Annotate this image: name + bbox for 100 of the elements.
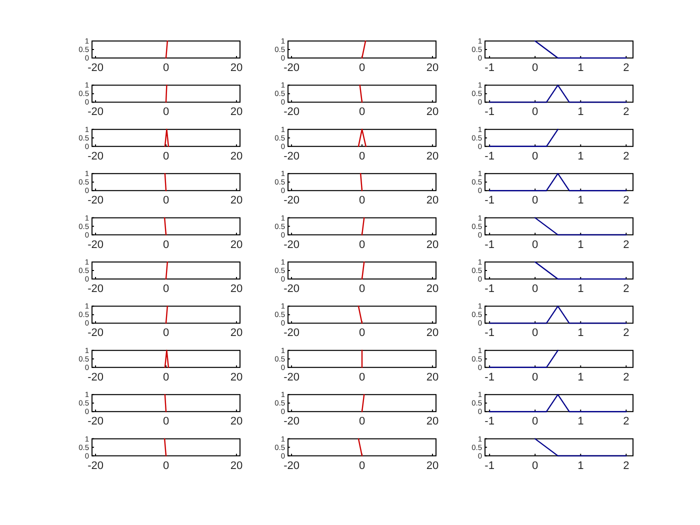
x-tick-label: 0	[358, 106, 366, 118]
x-tick-label: 0	[532, 460, 538, 472]
x-tick-label: -20	[88, 283, 104, 295]
x-tick-label: 20	[230, 283, 243, 295]
x-tick-label: 1	[578, 416, 584, 428]
x-tick-label: 1	[578, 283, 584, 295]
x-tick-label: 2	[623, 106, 630, 118]
x-tick-label: -20	[88, 327, 104, 340]
x-tick-label: 0	[162, 62, 170, 74]
x-tick-label: 20	[426, 238, 439, 251]
x-tick-label: 20	[230, 238, 243, 251]
x-tick-label: 1	[578, 238, 584, 251]
x-tick-label: -1	[484, 194, 494, 207]
x-tick-label: 20	[426, 283, 439, 295]
x-tick-label: -20	[284, 150, 300, 162]
x-tick-label: -1	[484, 416, 494, 428]
x-tick-label: -20	[88, 416, 104, 428]
x-tick-label: 20	[426, 416, 439, 428]
x-tick-label: 20	[230, 106, 243, 118]
x-tick-label: -20	[284, 194, 300, 207]
x-tick-label: 0	[162, 371, 170, 384]
x-tick-label: -1	[484, 150, 494, 162]
x-tick-label: -1	[484, 106, 494, 118]
x-tick-label: 0	[162, 460, 170, 472]
x-tick-label: 20	[230, 150, 243, 162]
x-tick-label: 20	[426, 106, 439, 118]
x-tick-label: 0	[532, 62, 538, 74]
x-tick-label: 2	[623, 238, 630, 251]
x-tick-label: -20	[88, 106, 104, 118]
x-tick-label: 20	[230, 194, 243, 207]
x-tick-label: 20	[230, 327, 243, 340]
x-tick-label: 20	[426, 371, 439, 384]
x-tick-label: 20	[426, 460, 439, 472]
x-tick-label: -1	[484, 238, 494, 251]
x-tick-label: 2	[623, 416, 630, 428]
x-tick-label: 2	[623, 283, 630, 295]
x-tick-label: 2	[623, 62, 630, 74]
x-tick-label: 1	[578, 371, 584, 384]
x-tick-label: 2	[623, 371, 630, 384]
x-tick-label: 1	[578, 150, 584, 162]
x-tick-label: 0	[358, 62, 366, 74]
x-tick-label: -20	[284, 416, 300, 428]
x-tick-label: 0	[358, 194, 366, 207]
x-tick-label: 0	[358, 327, 366, 340]
x-tick-label: 0	[532, 150, 538, 162]
x-tick-label: 0	[358, 416, 366, 428]
x-tick-label: 0	[532, 371, 538, 384]
x-tick-label: 1	[578, 194, 584, 207]
x-tick-label: 0	[532, 327, 538, 340]
x-tick-label: 20	[426, 194, 439, 207]
x-tick-label: 20	[230, 371, 243, 384]
x-tick-label: 1	[578, 460, 584, 472]
x-tick-label: -20	[88, 194, 104, 207]
x-tick-label: 0	[162, 150, 170, 162]
x-tick-label: -20	[88, 460, 104, 472]
x-tick-label: 0	[162, 283, 170, 295]
x-tick-label: -1	[484, 460, 494, 472]
x-tick-label: 0	[532, 194, 538, 207]
x-tick-label: -20	[284, 238, 300, 251]
x-tick-label: -20	[88, 62, 104, 74]
x-tick-label: 20	[230, 416, 243, 428]
x-tick-label: -1	[484, 62, 494, 74]
x-tick-label: 0	[532, 238, 538, 251]
x-tick-label: -20	[284, 106, 300, 118]
x-tick-label: -20	[88, 150, 104, 162]
x-tick-label: 20	[426, 327, 439, 340]
x-tick-label: 0	[532, 416, 538, 428]
x-tick-label: 0	[358, 238, 366, 251]
x-tick-label: 0	[532, 283, 538, 295]
x-tick-label: -1	[484, 327, 494, 340]
x-tick-label: 20	[426, 150, 439, 162]
x-tick-label: 0	[162, 238, 170, 251]
x-tick-label: 20	[230, 460, 243, 472]
x-tick-label: 0	[162, 194, 170, 207]
x-tick-label: -1	[484, 371, 494, 384]
x-tick-label: 0	[358, 150, 366, 162]
x-tick-label: 2	[623, 460, 630, 472]
x-tick-label: 0	[162, 106, 170, 118]
x-tick-label: -20	[284, 327, 300, 340]
x-tick-label: -20	[284, 283, 300, 295]
x-tick-label: 20	[426, 62, 439, 74]
x-tick-label: -1	[484, 283, 494, 295]
x-tick-label: 2	[623, 194, 630, 207]
x-tick-label: -20	[284, 460, 300, 472]
x-tick-label: 20	[230, 62, 243, 74]
x-tick-label: -20	[88, 371, 104, 384]
x-tick-label: 0	[162, 416, 170, 428]
x-tick-label: -20	[88, 238, 104, 251]
x-tick-label: -20	[284, 62, 300, 74]
x-tick-label: 0	[358, 371, 366, 384]
x-tick-label: 1	[578, 327, 584, 340]
x-tick-label: 0	[532, 106, 538, 118]
x-tick-label: 0	[162, 327, 170, 340]
x-tick-label: 0	[358, 283, 366, 295]
x-tick-label: 1	[578, 106, 584, 118]
x-tick-label: -20	[284, 371, 300, 384]
x-tick-label: 0	[358, 460, 366, 472]
x-tick-label: 2	[623, 150, 630, 162]
x-tick-label: 2	[623, 327, 630, 340]
x-tick-label: 1	[578, 62, 584, 74]
